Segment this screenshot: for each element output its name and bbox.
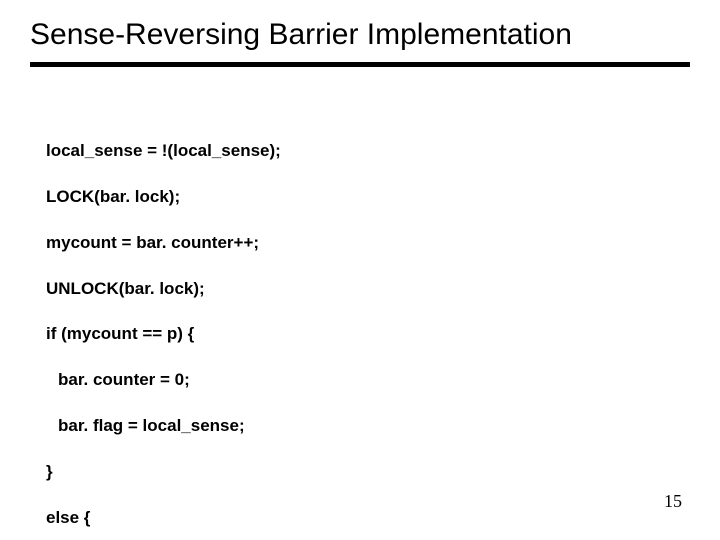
code-line: mycount = bar. counter++; [46,232,690,255]
slide-title: Sense-Reversing Barrier Implementation [30,18,690,52]
slide: Sense-Reversing Barrier Implementation l… [0,0,720,540]
code-line: local_sense = !(local_sense); [46,140,690,163]
code-line: LOCK(bar. lock); [46,186,690,209]
code-line: else { [46,507,690,530]
code-line: UNLOCK(bar. lock); [46,278,690,301]
code-line: bar. counter = 0; [46,369,690,392]
code-block: local_sense = !(local_sense); LOCK(bar. … [30,117,690,540]
page-number: 15 [664,491,682,512]
code-line: bar. flag = local_sense; [46,415,690,438]
title-divider [30,62,690,67]
code-line: } [46,461,690,484]
code-line: if (mycount == p) { [46,323,690,346]
